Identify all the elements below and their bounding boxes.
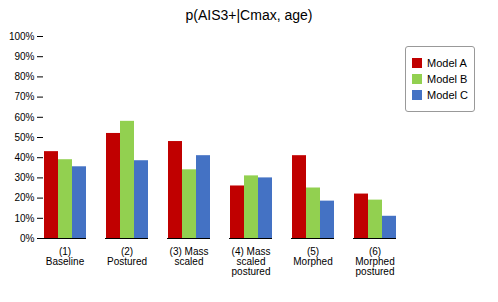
svg-text:50%: 50% — [14, 132, 34, 143]
svg-text:10%: 10% — [14, 213, 34, 224]
svg-text:0%: 0% — [20, 233, 35, 244]
svg-text:(3) Massscaled: (3) Massscaled — [170, 246, 209, 267]
svg-text:30%: 30% — [14, 172, 34, 183]
svg-text:(2)Postured: (2)Postured — [107, 246, 147, 267]
html-text:Model A: Model A — [427, 57, 467, 69]
svg-text:40%: 40% — [14, 152, 34, 163]
html-text:Model B: Model B — [427, 73, 468, 85]
svg-text:(6)Morphedpostured: (6)Morphedpostured — [355, 246, 394, 277]
html-text:Model C: Model C — [427, 89, 468, 101]
svg-text:70%: 70% — [14, 91, 34, 102]
html-text:p(AIS3+|Cmax, age): p(AIS3+|Cmax, age) — [185, 7, 313, 23]
svg-text:60%: 60% — [14, 112, 34, 123]
svg-text:(4) Massscaledpostured: (4) Massscaledpostured — [232, 246, 271, 277]
svg-text:80%: 80% — [14, 71, 34, 82]
svg-text:100%: 100% — [9, 31, 35, 42]
svg-text:(1)Baseline: (1)Baseline — [46, 246, 85, 267]
svg-text:20%: 20% — [14, 192, 34, 203]
svg-text:(5)Morphed: (5)Morphed — [293, 246, 332, 267]
svg-text:90%: 90% — [14, 51, 34, 62]
